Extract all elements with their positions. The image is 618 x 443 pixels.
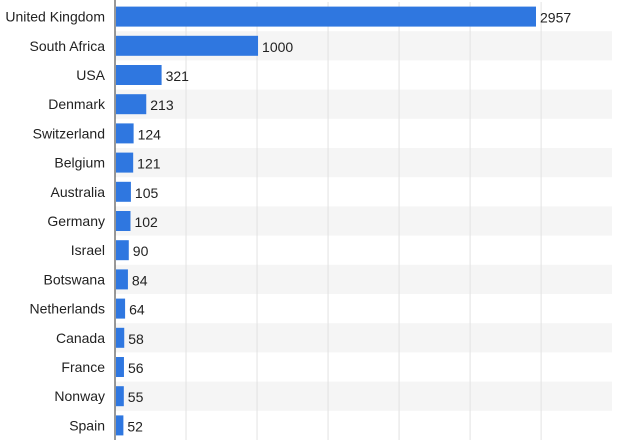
category-label: Botswana [44,271,106,287]
value-label: 124 [138,126,162,142]
category-label: Australia [51,184,106,200]
value-label: 321 [166,68,190,84]
category-label: Spain [69,417,105,433]
value-label: 52 [127,418,143,434]
category-label: USA [76,67,105,83]
value-label: 102 [134,214,158,230]
row-stripe [115,206,612,236]
bar [116,386,124,407]
value-label: 105 [135,185,159,201]
bar [116,240,129,261]
value-label: 213 [150,97,174,113]
bar [116,327,125,348]
bar [116,35,259,56]
row-stripe [115,89,612,119]
category-labels: United Kingdom South Africa USA Denmark Swit… [5,9,106,434]
row-stripe [115,264,612,294]
value-label: 64 [129,302,145,318]
category-label: United Kingdom [5,9,105,25]
category-label: France [61,359,105,375]
value-label: 84 [132,272,148,288]
bar [116,181,131,202]
bar [116,298,126,319]
value-labels: 2957 1000 321 213 124 121 105 102 90 84 64 58 56 55 52 [127,10,571,435]
value-label: 55 [128,389,144,405]
category-label: Canada [56,330,105,346]
value-label: 1000 [262,39,293,55]
category-label: Israel [71,242,105,258]
bars [116,6,536,436]
row-stripe [115,148,612,178]
value-label: 58 [128,331,144,347]
category-label: Denmark [48,96,106,112]
bar [116,415,124,436]
row-stripe [115,323,612,353]
bar [116,123,134,144]
row-stripes [115,31,612,411]
bar [116,357,124,377]
row-stripe [115,381,612,411]
bar [116,6,536,27]
value-label: 90 [133,243,149,259]
bar [116,211,131,231]
value-label: 121 [137,156,161,172]
category-label: Netherlands [30,301,106,317]
category-label: Nonway [54,388,105,404]
category-label: South Africa [30,38,106,54]
bar [116,269,128,290]
value-label: 56 [128,360,144,376]
category-label: Germany [47,213,105,229]
bar [116,152,134,173]
value-label: 2957 [540,10,571,26]
category-label: Belgium [54,155,105,171]
gridlines [185,2,542,440]
bar [116,65,162,85]
category-label: Switzerland [33,125,105,141]
bar [116,94,147,115]
